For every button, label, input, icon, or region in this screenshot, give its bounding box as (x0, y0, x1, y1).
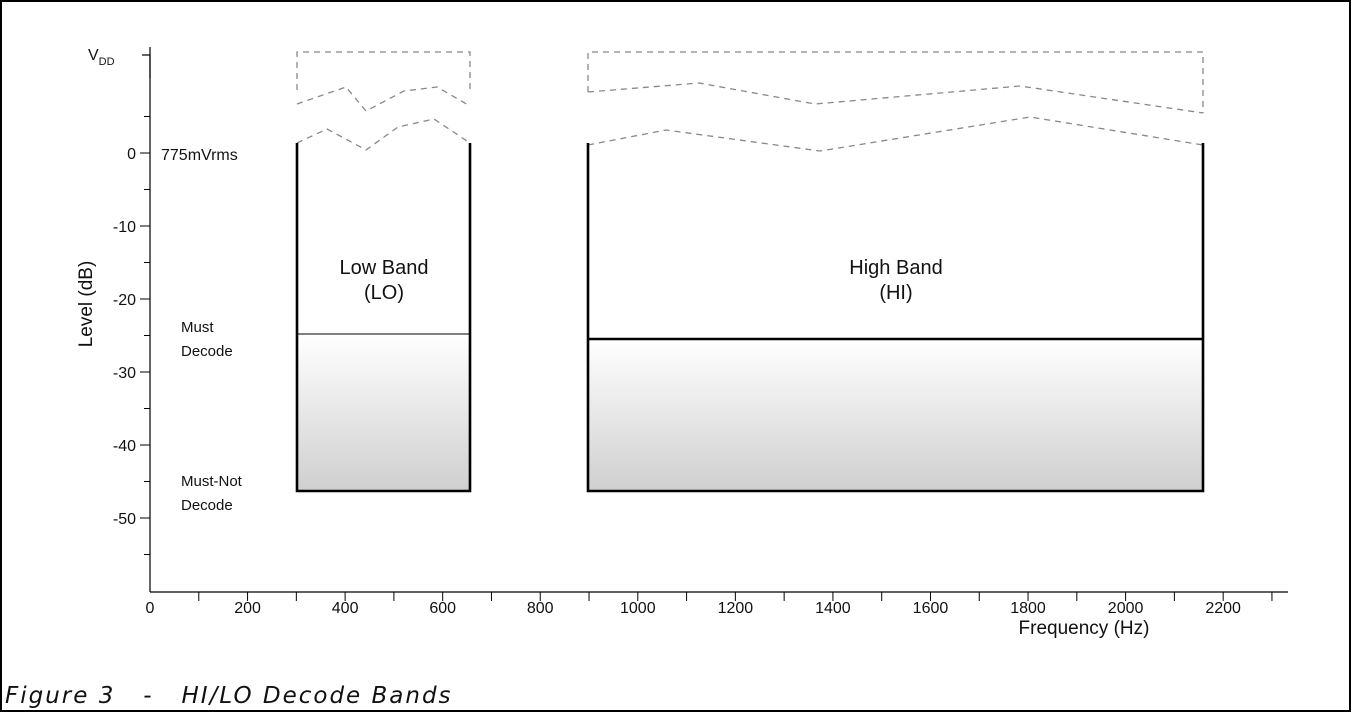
x-axis-ticks: 0 200 400 600 800 1000 1200 1400 1600 1800 2000 220… (146, 592, 1273, 617)
y-tick-label: -10 (113, 219, 136, 236)
low-band: Low Band (LO) (295, 51, 472, 493)
x-tick-label: 1400 (815, 600, 851, 617)
y-minor-ticks (144, 116, 150, 555)
low-band-abbr: (LO) (364, 282, 404, 304)
y-axis-label: Level (dB) (76, 261, 97, 348)
high-band-decode-region (588, 339, 1203, 491)
x-axis-label: Frequency (Hz) (1019, 618, 1150, 639)
low-band-decode-region (297, 334, 470, 491)
y-tick-label: -30 (113, 365, 136, 382)
y-axis-ticks: 0 -10 -20 -30 -40 -50 (113, 146, 150, 528)
must-decode-label-line1: Must (181, 319, 214, 336)
high-band-abbr: (HI) (879, 282, 912, 304)
low-band-outline (295, 143, 472, 493)
high-band-title: High Band (849, 257, 942, 279)
x-tick-label: 1000 (620, 600, 656, 617)
figure-caption: Figure 3 - HI/LO Decode Bands (5, 683, 453, 709)
x-tick-label: 2200 (1205, 600, 1241, 617)
x-tick-label: 600 (429, 600, 456, 617)
must-not-decode-label-line1: Must-Not (181, 473, 243, 490)
reference-level-label: 775mVrms (161, 147, 238, 164)
x-tick-label: 1800 (1010, 600, 1046, 617)
vdd-label: VDD (88, 47, 115, 68)
x-tick-label: 0 (146, 600, 155, 617)
must-not-decode-label-line2: Decode (181, 497, 233, 514)
must-decode-label-line2: Decode (181, 343, 233, 360)
high-band: High Band (HI) (586, 51, 1205, 493)
y-tick-label: -40 (113, 438, 136, 455)
high-band-vdd-outline (587, 51, 1204, 113)
y-tick-label: -50 (113, 511, 136, 528)
low-band-title: Low Band (340, 257, 429, 279)
y-tick-label: 0 (127, 146, 136, 163)
high-band-lower-dashed-edge (587, 116, 1204, 152)
x-tick-label: 1200 (718, 600, 754, 617)
x-tick-label: 1600 (913, 600, 949, 617)
x-tick-label: 400 (332, 600, 359, 617)
high-band-outline (586, 143, 1205, 493)
low-band-upper-dashed-edge (296, 86, 471, 112)
x-tick-label: 800 (527, 600, 554, 617)
low-band-vdd-outline (296, 51, 471, 90)
y-tick-label: -20 (113, 292, 136, 309)
low-band-lower-dashed-edge (296, 118, 471, 151)
x-tick-label: 2000 (1108, 600, 1144, 617)
x-tick-label: 200 (234, 600, 261, 617)
high-band-upper-dashed-edge (587, 82, 1204, 114)
